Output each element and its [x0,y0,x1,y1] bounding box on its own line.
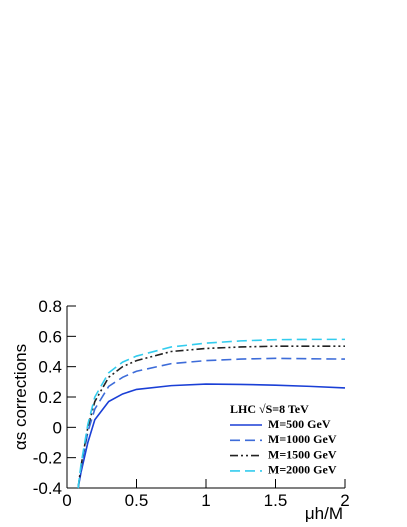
y-axis-label: αs corrections [11,344,30,450]
x-tick-label: 0 [62,491,71,510]
legend-title: LHC √S=8 TeV [230,402,309,416]
series-line [77,338,345,489]
y-tick-label: -0.4 [33,479,62,498]
x-axis-label: μh/M [305,504,343,523]
x-tick-label: 1.5 [264,491,288,510]
legend-label: M=2000 GeV [268,463,337,477]
x-tick-label: 2 [340,491,349,510]
y-tick-label: 0 [53,418,62,437]
y-tick-label: -0.2 [33,449,62,468]
legend-label: M=500 GeV [268,417,331,431]
x-tick-label: 0.5 [125,491,149,510]
y-tick-label: 0.2 [38,388,62,407]
series-line [77,383,346,489]
legend-label: M=1000 GeV [268,432,337,446]
x-tick-label: 1 [201,491,210,510]
y-tick-label: 0.8 [38,297,62,316]
y-tick-label: 0.6 [38,327,62,346]
legend-label: M=1500 GeV [268,447,337,461]
y-tick-label: 0.4 [38,358,62,377]
series-line [77,345,345,489]
series-line [77,357,346,489]
